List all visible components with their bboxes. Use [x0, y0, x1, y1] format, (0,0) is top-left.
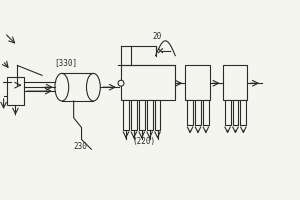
Bar	[185, 65, 210, 100]
Bar	[7, 77, 24, 105]
Bar	[223, 65, 247, 100]
Bar	[203, 100, 209, 125]
Bar	[121, 65, 175, 100]
Bar	[123, 100, 129, 130]
Bar	[147, 100, 153, 130]
Bar	[131, 100, 137, 130]
Bar	[232, 100, 238, 125]
Bar	[139, 100, 145, 130]
Ellipse shape	[86, 73, 100, 101]
Text: 20: 20	[153, 32, 162, 41]
Bar	[240, 100, 246, 125]
Bar	[195, 100, 201, 125]
Circle shape	[118, 80, 124, 86]
Bar	[187, 100, 193, 125]
Text: 230: 230	[74, 142, 88, 151]
Ellipse shape	[55, 73, 69, 101]
Bar	[154, 100, 160, 130]
Text: (220): (220)	[133, 137, 156, 146]
Bar	[225, 100, 230, 125]
Text: [330]: [330]	[54, 58, 77, 67]
